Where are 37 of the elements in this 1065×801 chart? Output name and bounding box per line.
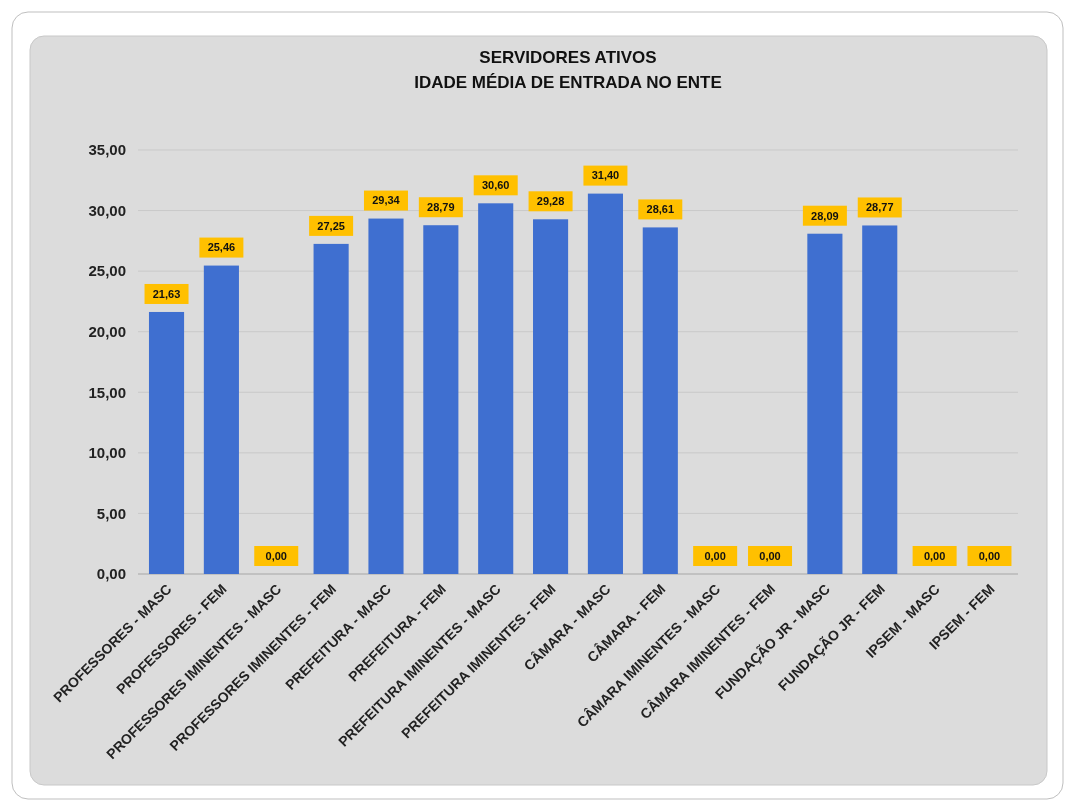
data-label: 29,28 bbox=[536, 195, 565, 208]
bar bbox=[203, 265, 239, 574]
data-label: 28,09 bbox=[811, 209, 839, 222]
data-label: 0,00 bbox=[704, 549, 726, 562]
data-label: 28,77 bbox=[865, 201, 894, 214]
bar bbox=[313, 243, 349, 574]
chart-subtitle: IDADE MÉDIA DE ENTRADA NO ENTE bbox=[414, 73, 722, 92]
y-tick-label: 35,00 bbox=[88, 141, 126, 159]
chart-title: SERVIDORES ATIVOS bbox=[479, 48, 657, 67]
data-label: 29,34 bbox=[372, 194, 401, 207]
bar bbox=[478, 203, 514, 574]
y-tick-label: 5,00 bbox=[96, 504, 126, 522]
data-label: 21,63 bbox=[152, 287, 181, 300]
data-label: 0,00 bbox=[759, 549, 781, 562]
bar bbox=[533, 219, 569, 574]
y-tick-label: 0,00 bbox=[96, 565, 126, 583]
y-tick-label: 20,00 bbox=[88, 322, 126, 340]
bar bbox=[807, 233, 843, 574]
y-tick-label: 25,00 bbox=[88, 262, 126, 280]
bar bbox=[368, 218, 404, 574]
bar bbox=[148, 311, 185, 574]
data-label: 0,00 bbox=[978, 549, 1001, 562]
data-label: 0,00 bbox=[265, 549, 287, 562]
data-label: 0,00 bbox=[923, 549, 946, 562]
data-label: 28,61 bbox=[646, 203, 675, 216]
data-label: 30,60 bbox=[481, 179, 510, 192]
data-label: 27,25 bbox=[317, 219, 345, 232]
data-label: 25,46 bbox=[207, 241, 236, 254]
bar bbox=[862, 225, 898, 574]
bar bbox=[642, 227, 678, 574]
data-label: 28,79 bbox=[427, 201, 455, 214]
y-tick-label: 10,00 bbox=[88, 444, 126, 462]
y-tick-label: 15,00 bbox=[88, 383, 126, 401]
data-label: 31,40 bbox=[591, 169, 620, 182]
y-tick-label: 30,00 bbox=[88, 201, 126, 219]
bar bbox=[587, 193, 623, 574]
bar bbox=[423, 225, 459, 574]
